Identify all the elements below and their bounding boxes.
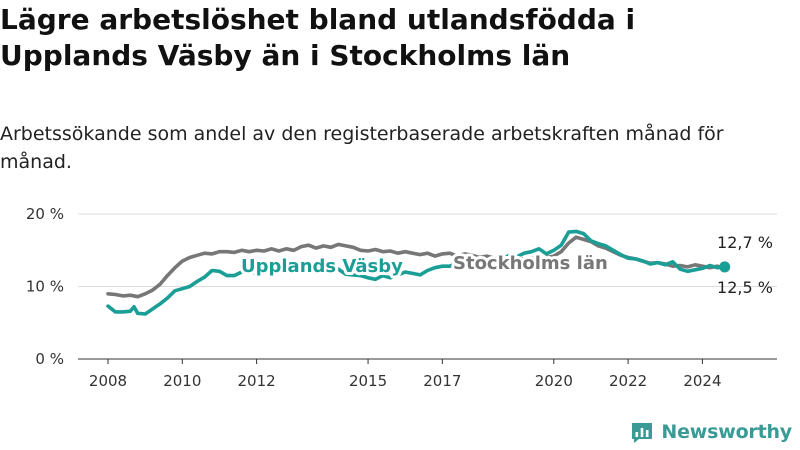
x-tick-label: 2012 (238, 372, 276, 390)
stockholm-end-label: 12,5 % (717, 278, 773, 297)
newsworthy-logo[interactable]: Newsworthy (630, 420, 792, 444)
x-tick-label: 2022 (609, 372, 647, 390)
axes: 0 % 10 % 20 % 2008 2010 2012 2015 2017 2020 2022 2… (26, 205, 777, 390)
upplands-vasby-series-label-text: Upplands Väsby (241, 256, 403, 277)
x-tick-label: 2024 (683, 372, 721, 390)
series-lines (106, 229, 731, 316)
y-tick-label: 10 % (26, 278, 64, 296)
stockholm-line (106, 235, 727, 299)
y-tick-label: 0 % (35, 350, 64, 368)
newsworthy-logo-icon (632, 423, 653, 443)
upplands-vasby-series-label-halo: Upplands Väsby (241, 256, 403, 277)
x-tick-label: 2015 (349, 372, 387, 390)
upplands-vasby-line (106, 229, 727, 316)
line-chart: 0 % 10 % 20 % 2008 2010 2012 2015 2017 2020 2022 2… (26, 205, 777, 390)
upplands-vasby-end-marker (719, 261, 731, 273)
chart-subtitle: Arbetssökande som andel av den registerb… (0, 123, 724, 173)
y-tick-label: 20 % (26, 205, 64, 223)
x-tick-label: 2020 (535, 372, 573, 390)
x-tick-label: 2017 (423, 372, 461, 390)
stockholm-series-label-halo: Stockholms län (453, 253, 608, 274)
x-tick-label: 2008 (89, 372, 127, 390)
upplands-vasby-end-label: 12,7 % (717, 233, 773, 252)
chart-title: Lägre arbetslöshet bland utlandsfödda i … (0, 3, 636, 72)
x-tick-label: 2010 (163, 372, 201, 390)
grid-lines (78, 213, 777, 360)
stockholm-series-label-text: Stockholms län (453, 253, 608, 274)
brand-name: Newsworthy (661, 421, 792, 443)
